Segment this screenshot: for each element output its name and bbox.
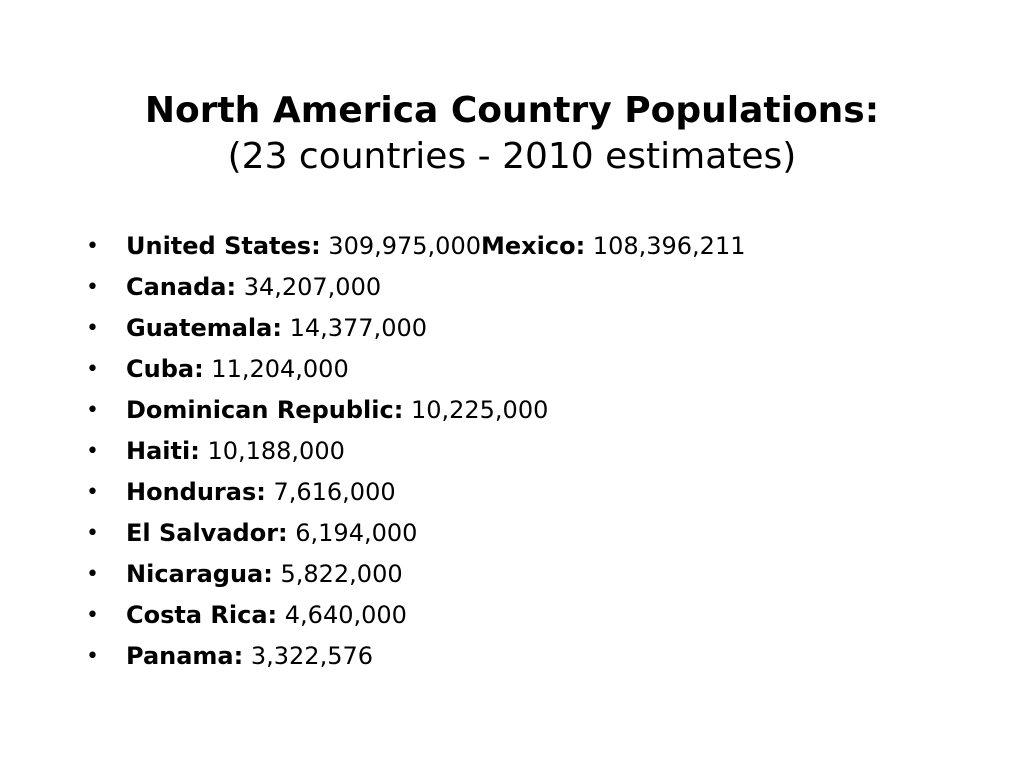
country-label: Nicaragua: [126, 560, 273, 588]
list-item: • Honduras: 7,616,000 [86, 472, 745, 513]
population-value: 4,640,000 [277, 601, 407, 629]
bullet-icon: • [86, 562, 99, 587]
population-value: 6,194,000 [287, 519, 418, 547]
list-item: • El Salvador: 6,194,000 [86, 513, 745, 554]
country-label: Haiti: [126, 437, 200, 465]
population-value: 108,396,211 [585, 232, 746, 260]
bullet-icon: • [86, 439, 99, 464]
bullet-icon: • [86, 398, 99, 423]
bullet-icon: • [86, 234, 99, 259]
list-item: • Canada: 34,207,000 [86, 267, 745, 308]
population-value: 11,204,000 [203, 355, 349, 383]
population-value: 14,377,000 [281, 314, 427, 342]
country-label: Panama: [126, 642, 244, 670]
country-label: Mexico: [480, 232, 586, 260]
population-value: 309,975,000 [320, 232, 481, 260]
bullet-icon: • [86, 275, 99, 300]
list-item: • Panama: 3,322,576 [86, 636, 745, 677]
list-item: • Haiti: 10,188,000 [86, 431, 745, 472]
bullet-icon: • [86, 316, 99, 341]
country-label: Honduras: [126, 478, 266, 506]
population-value: 10,188,000 [199, 437, 345, 465]
country-label: United States: [126, 232, 321, 260]
slide-title: North America Country Populations: [144, 90, 880, 131]
country-label: Dominican Republic: [126, 396, 404, 424]
list-item: • Cuba: 11,204,000 [86, 349, 745, 390]
bullet-icon: • [86, 521, 99, 546]
list-item: • Costa Rica: 4,640,000 [86, 595, 745, 636]
country-label: Cuba: [126, 355, 204, 383]
slide-title-block: North America Country Populations: (23 c… [60, 88, 964, 180]
bullet-icon: • [86, 357, 99, 382]
population-value: 3,322,576 [243, 642, 374, 670]
population-value: 5,822,000 [272, 560, 403, 588]
population-list: • United States: 309,975,000Mexico: 108,… [86, 226, 745, 677]
list-item: • Nicaragua: 5,822,000 [86, 554, 745, 595]
list-item: • United States: 309,975,000Mexico: 108,… [86, 226, 745, 267]
country-label: Costa Rica: [126, 601, 278, 629]
country-label: Guatemala: [126, 314, 282, 342]
list-item: • Guatemala: 14,377,000 [86, 308, 745, 349]
slide-subtitle: (23 countries - 2010 estimates) [227, 136, 797, 177]
bullet-icon: • [86, 603, 99, 628]
population-value: 10,225,000 [403, 396, 549, 424]
population-value: 7,616,000 [265, 478, 396, 506]
bullet-icon: • [86, 480, 99, 505]
population-value: 34,207,000 [236, 273, 382, 301]
bullet-icon: • [86, 644, 99, 669]
list-item: • Dominican Republic: 10,225,000 [86, 390, 745, 431]
country-label: Canada: [126, 273, 237, 301]
country-label: El Salvador: [126, 519, 288, 547]
